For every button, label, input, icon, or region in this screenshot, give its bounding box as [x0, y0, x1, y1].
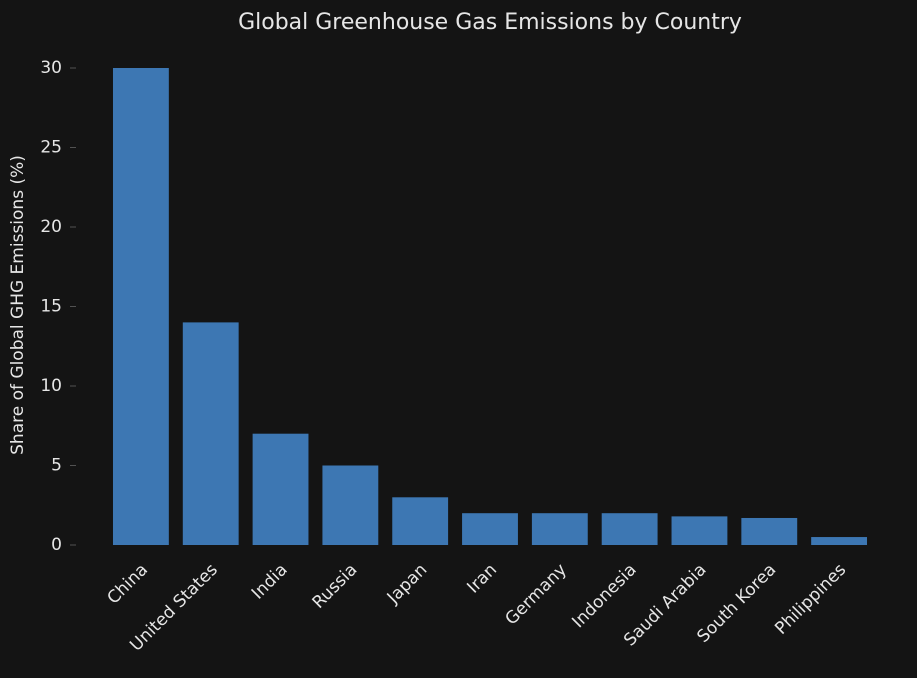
bar — [322, 465, 379, 545]
bar — [392, 497, 449, 545]
bar — [182, 322, 239, 545]
y-tick-label: 15 — [40, 297, 62, 317]
bar — [811, 537, 868, 545]
y-tick-label: 5 — [51, 456, 62, 476]
bar — [112, 68, 169, 545]
bar — [601, 513, 658, 545]
chart-title: Global Greenhouse Gas Emissions by Count… — [238, 10, 742, 35]
bar — [531, 513, 588, 545]
y-axis-label: Share of Global GHG Emissions (%) — [8, 155, 28, 455]
bar — [671, 516, 728, 545]
y-tick-label: 10 — [40, 376, 62, 396]
bar — [741, 517, 798, 545]
y-tick-label: 20 — [40, 217, 62, 237]
y-tick-label: 30 — [40, 58, 62, 78]
y-tick-label: 0 — [51, 535, 62, 555]
bar — [462, 513, 518, 545]
y-tick-label: 25 — [40, 138, 62, 158]
bar — [252, 433, 309, 545]
